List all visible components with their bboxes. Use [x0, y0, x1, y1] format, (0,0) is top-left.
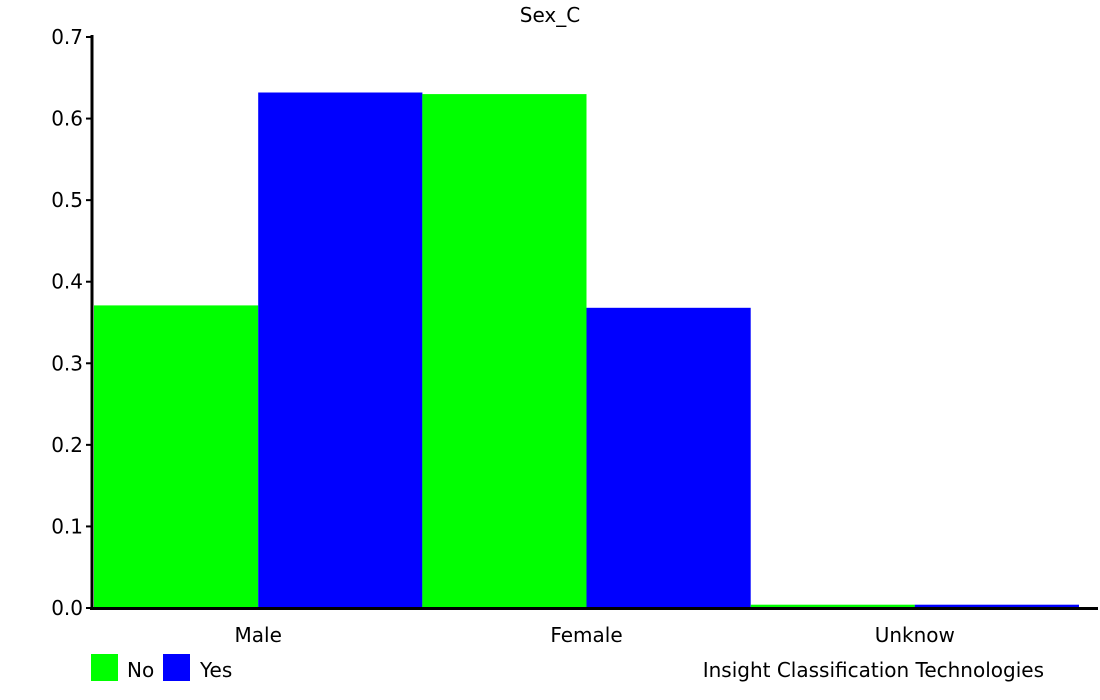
x-tick-label: Unknow	[875, 623, 955, 647]
x-tick-label: Male	[235, 623, 282, 647]
y-tick-label: 0.1	[51, 514, 83, 538]
y-tick-label: 0.5	[51, 188, 83, 212]
y-tick-label: 0.3	[51, 351, 83, 375]
y-tick-label: 0.6	[51, 107, 83, 131]
legend-label-no: No	[127, 658, 154, 682]
legend-swatch-yes	[163, 654, 190, 681]
bar-yes-unknow	[914, 604, 1079, 608]
y-tick-label: 0.2	[51, 433, 83, 457]
y-tick-label: 0.0	[51, 596, 83, 620]
credit-text: Insight Classification Technologies	[703, 658, 1044, 682]
y-tick-label: 0.7	[51, 25, 83, 49]
y-tick-label: 0.4	[51, 270, 83, 294]
chart-title: Sex_C	[520, 3, 580, 27]
bar-no-female	[422, 94, 587, 609]
legend-label-yes: Yes	[199, 658, 232, 682]
y-ticks-group: 0.0 0.1 0.2 0.3 0.4 0.5 0.6 0.7	[51, 25, 92, 620]
legend: No Yes	[91, 654, 232, 682]
bar-yes-female	[586, 307, 751, 608]
bar-no-unknow	[750, 604, 915, 608]
x-tick-label: Female	[550, 623, 622, 647]
bar-no-male	[94, 305, 259, 608]
legend-swatch-no	[91, 654, 118, 681]
x-labels-group: Male Female Unknow	[235, 623, 955, 647]
bars-group	[94, 92, 1079, 609]
bar-yes-male	[258, 92, 423, 608]
